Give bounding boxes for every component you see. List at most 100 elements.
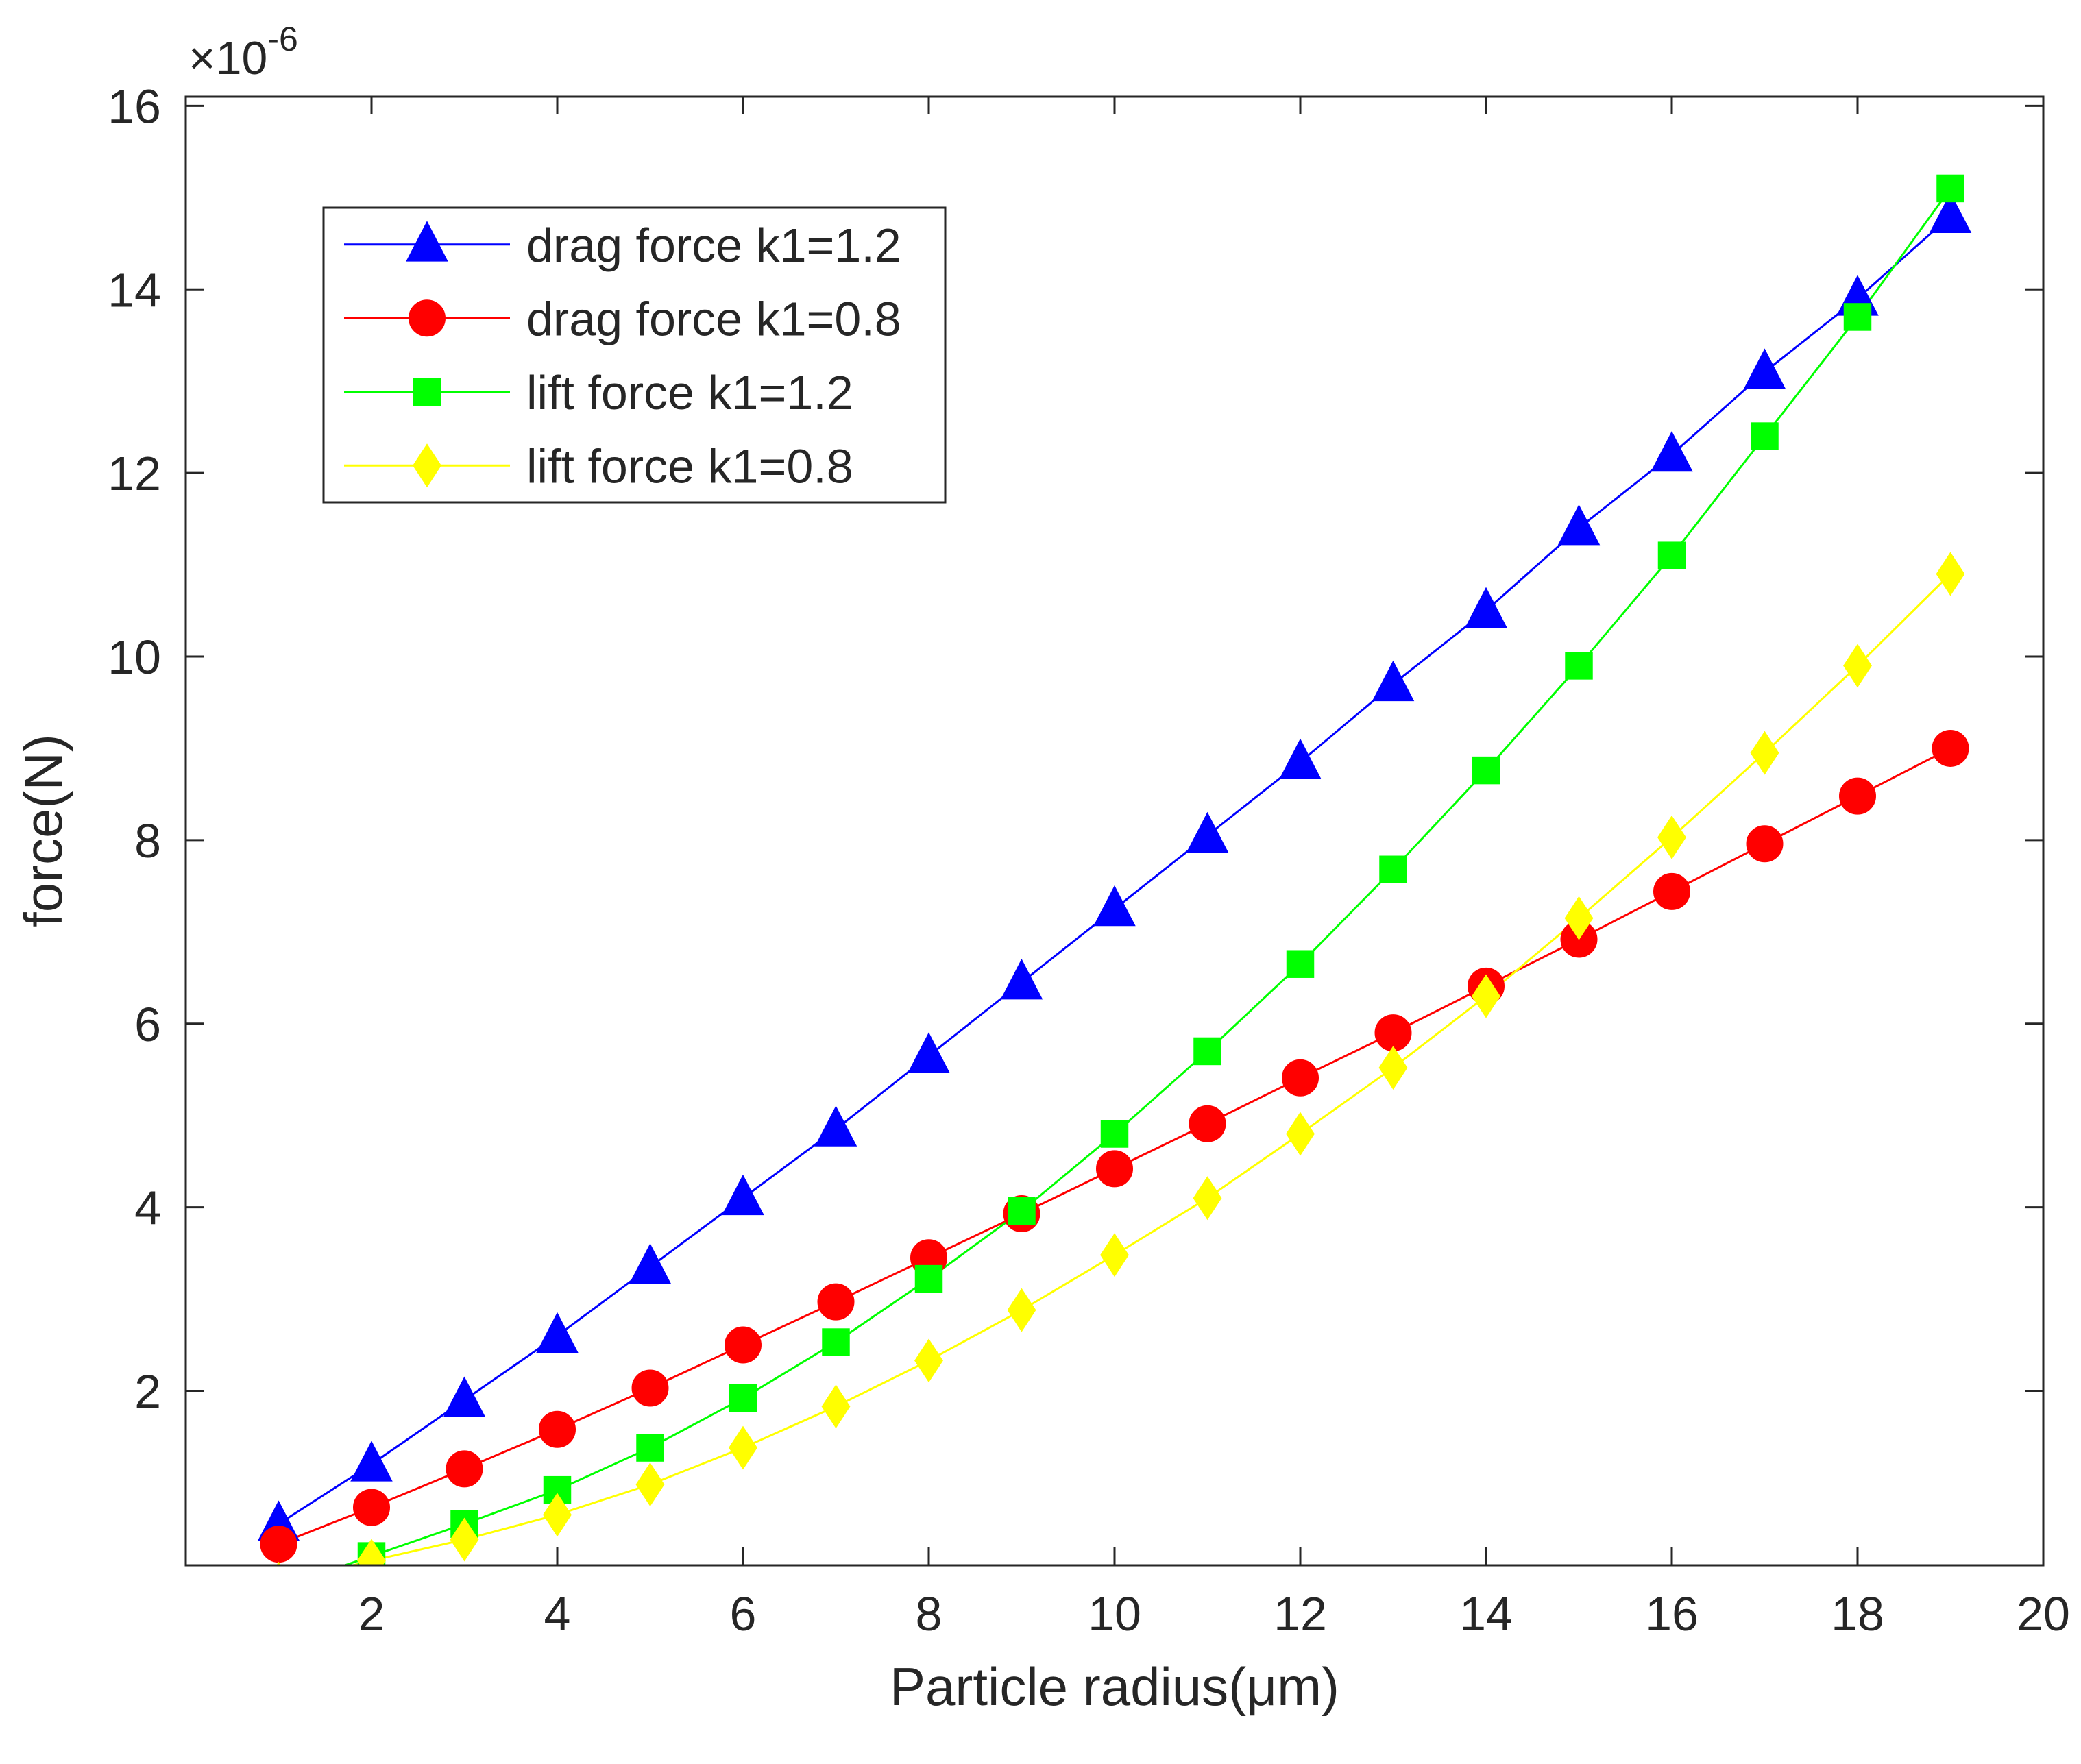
y-tick-label: 10	[108, 630, 161, 684]
x-tick-label: 16	[1645, 1587, 1699, 1641]
x-tick-label: 6	[730, 1587, 757, 1641]
y-tick-label: 6	[134, 998, 161, 1051]
point-drag-force-k1-1-2	[1651, 430, 1693, 472]
point-lift-force-k1-1-2	[729, 1384, 757, 1412]
y-tick-label: 2	[134, 1365, 161, 1419]
point-drag-force-k1-1-2	[1279, 738, 1322, 779]
point-lift-force-k1-1-2	[1751, 422, 1779, 450]
point-drag-force-k1-0-8	[1653, 872, 1690, 910]
y-tick-label: 14	[108, 263, 161, 317]
point-drag-force-k1-1-2	[629, 1243, 672, 1284]
point-lift-force-k1-0-8	[1007, 1288, 1036, 1332]
point-drag-force-k1-1-2	[1000, 959, 1043, 1000]
point-lift-force-k1-0-8	[1378, 1046, 1408, 1090]
point-drag-force-k1-1-2	[1929, 192, 1972, 234]
point-drag-force-k1-0-8	[539, 1410, 576, 1448]
point-lift-force-k1-0-8	[821, 1384, 851, 1429]
x-tick-label: 18	[1831, 1587, 1884, 1641]
x-tick-label: 4	[544, 1587, 571, 1641]
legend-label-drag-force-k1-1-2: drag force k1=1.2	[526, 219, 901, 272]
point-lift-force-k1-1-2	[1472, 756, 1500, 785]
point-drag-force-k1-1-2	[1186, 811, 1229, 853]
point-lift-force-k1-0-8	[1936, 552, 1965, 596]
tick-labels: 2 4 6 8 10 12 14 16 18 20 2 4 6 8 10 12 14 16	[108, 79, 2070, 1641]
x-tick-label: 14	[1459, 1587, 1513, 1641]
point-drag-force-k1-0-8	[260, 1526, 297, 1563]
point-lift-force-k1-0-8	[1564, 896, 1594, 940]
x-tick-label: 8	[916, 1587, 942, 1641]
point-drag-force-k1-0-8	[1746, 825, 1784, 863]
point-lift-force-k1-0-8	[729, 1425, 757, 1470]
point-drag-force-k1-1-2	[536, 1312, 579, 1353]
point-drag-force-k1-0-8	[1189, 1105, 1226, 1142]
y-tick-label: 8	[134, 814, 161, 868]
point-lift-force-k1-0-8	[1472, 974, 1500, 1018]
x-tick-label: 12	[1274, 1587, 1327, 1641]
point-lift-force-k1-1-2	[1936, 174, 1964, 203]
point-drag-force-k1-1-2	[1093, 885, 1136, 927]
point-drag-force-k1-0-8	[817, 1283, 855, 1321]
y-axis-label: force(N)	[13, 734, 73, 927]
point-drag-force-k1-0-8	[631, 1369, 669, 1407]
legend: drag force k1=1.2 drag force k1=0.8 lift f…	[322, 206, 947, 504]
point-drag-force-k1-0-8	[1839, 777, 1876, 815]
point-drag-force-k1-0-8	[1932, 729, 1969, 767]
point-lift-force-k1-0-8	[1843, 644, 1872, 688]
y-tick-label: 12	[108, 447, 161, 500]
point-lift-force-k1-1-2	[1565, 652, 1593, 680]
legend-label-drag-force-k1-0-8: drag force k1=0.8	[526, 292, 901, 345]
point-lift-force-k1-1-2	[1379, 855, 1407, 883]
point-lift-force-k1-1-2	[1286, 950, 1315, 978]
point-lift-force-k1-1-2	[1008, 1197, 1036, 1225]
point-drag-force-k1-1-2	[814, 1105, 857, 1147]
point-drag-force-k1-1-2	[1557, 504, 1601, 546]
y-multiplier-base: ×10	[188, 32, 267, 84]
point-lift-force-k1-1-2	[1193, 1037, 1221, 1066]
point-drag-force-k1-1-2	[722, 1174, 764, 1216]
point-drag-force-k1-0-8	[1096, 1150, 1133, 1188]
markers-layer	[257, 174, 1972, 1565]
y-tick-label: 4	[134, 1181, 161, 1235]
point-drag-force-k1-0-8	[353, 1489, 390, 1526]
point-drag-force-k1-1-2	[908, 1032, 950, 1073]
point-drag-force-k1-0-8	[446, 1450, 483, 1488]
point-lift-force-k1-0-8	[1100, 1233, 1129, 1277]
point-drag-force-k1-0-8	[1374, 1014, 1412, 1052]
point-drag-force-k1-0-8	[1282, 1059, 1319, 1097]
x-axis-label: Particle radius(μm)	[890, 1656, 1339, 1717]
point-lift-force-k1-0-8	[1193, 1176, 1222, 1221]
legend-marker-drag-force-k1-0-8	[409, 299, 446, 337]
point-lift-force-k1-1-2	[914, 1264, 943, 1293]
point-drag-force-k1-1-2	[350, 1441, 393, 1482]
point-lift-force-k1-0-8	[357, 1539, 386, 1565]
point-drag-force-k1-1-2	[1465, 587, 1507, 628]
axis-ticks	[186, 97, 2045, 1565]
point-lift-force-k1-1-2	[1657, 541, 1686, 569]
point-lift-force-k1-0-8	[1750, 731, 1779, 775]
point-lift-force-k1-0-8	[635, 1462, 665, 1507]
point-lift-force-k1-1-2	[636, 1434, 664, 1462]
x-tick-label: 10	[1088, 1587, 1141, 1641]
y-multiplier: ×10-6	[188, 20, 298, 84]
point-lift-force-k1-0-8	[1657, 815, 1686, 859]
x-tick-label: 20	[2017, 1587, 2070, 1641]
point-lift-force-k1-0-8	[1286, 1112, 1315, 1156]
point-lift-force-k1-1-2	[822, 1328, 850, 1356]
point-lift-force-k1-1-2	[1100, 1120, 1129, 1148]
plot-area	[184, 95, 2045, 1567]
y-multiplier-exponent: -6	[267, 20, 297, 58]
point-lift-force-k1-0-8	[914, 1338, 943, 1383]
x-tick-label: 2	[358, 1587, 385, 1641]
point-drag-force-k1-0-8	[725, 1326, 762, 1364]
point-drag-force-k1-1-2	[1372, 660, 1415, 702]
legend-label-lift-force-k1-1-2: lift force k1=1.2	[526, 366, 853, 419]
point-lift-force-k1-0-8	[543, 1493, 572, 1537]
legend-marker-drag-force-k1-1-2	[406, 221, 448, 262]
point-lift-force-k1-1-2	[1843, 303, 1872, 331]
point-lift-force-k1-0-8	[450, 1517, 479, 1562]
legend-marker-lift-force-k1-1-2	[413, 378, 441, 406]
y-tick-label: 16	[108, 79, 161, 133]
legend-marker-lift-force-k1-0-8	[413, 443, 441, 488]
